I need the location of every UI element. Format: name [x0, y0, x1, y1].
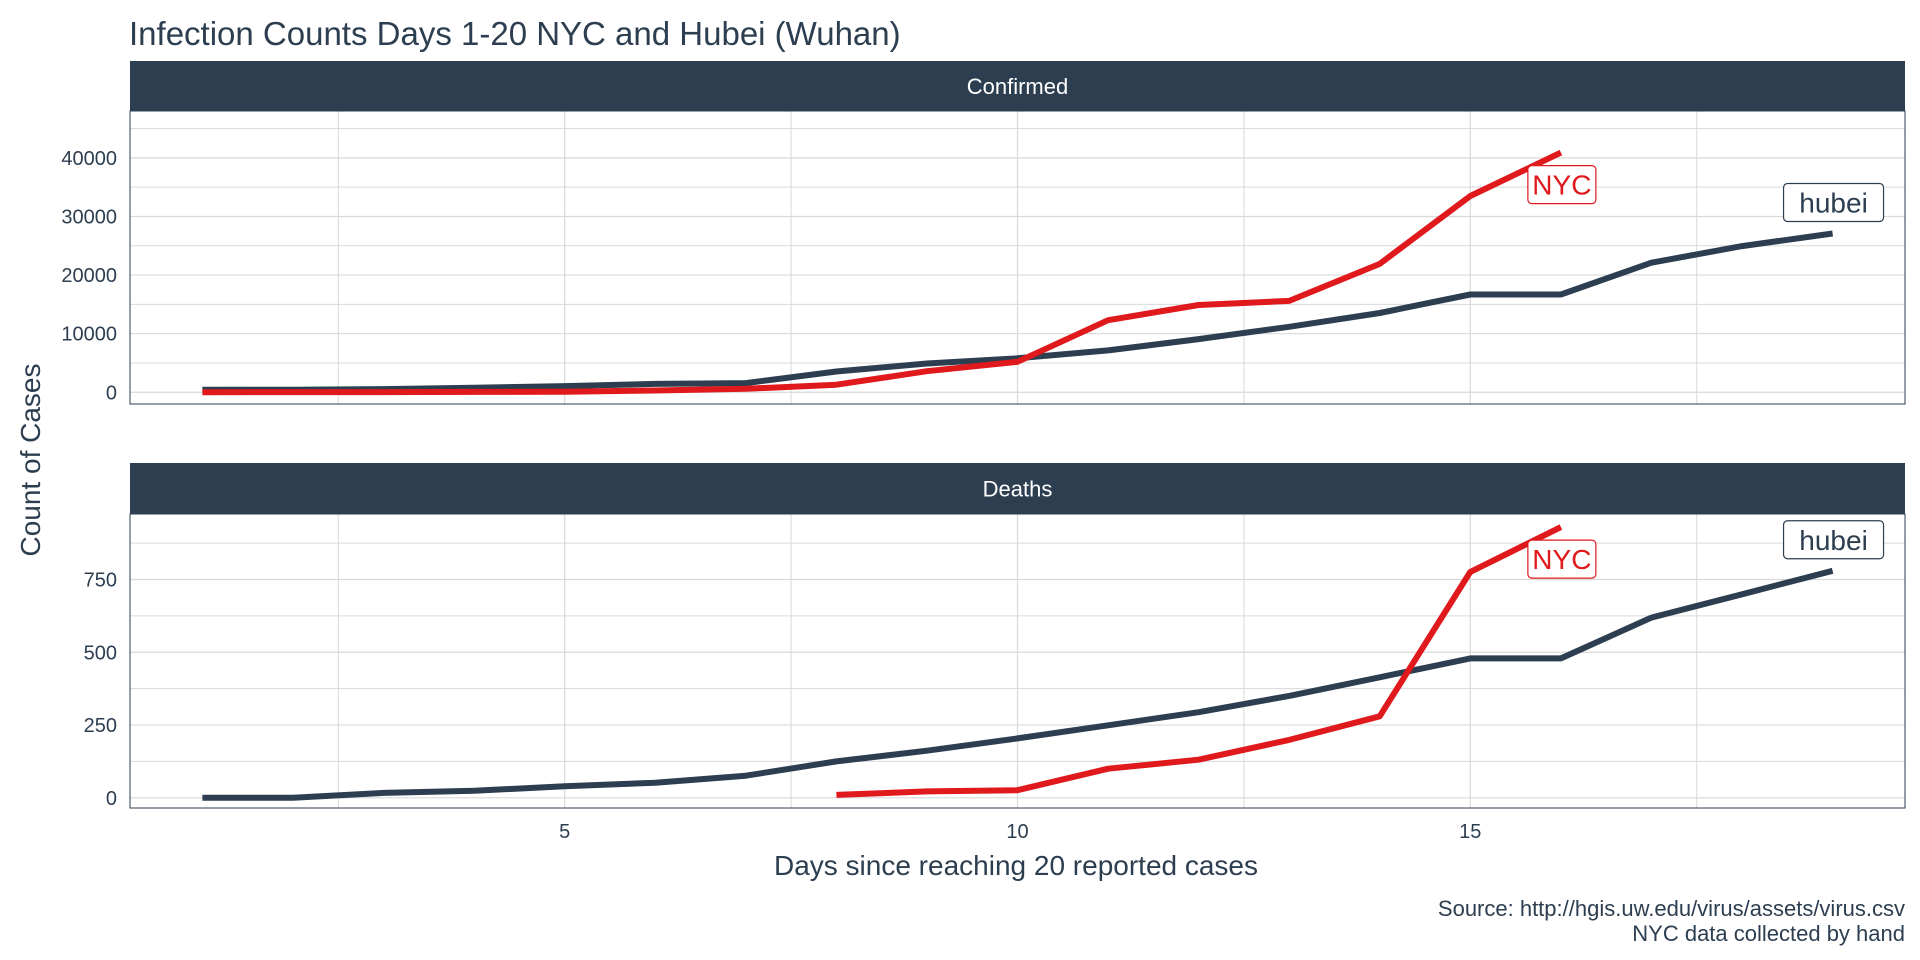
end-label-nyc: NYC [1532, 170, 1591, 201]
y-tick-label: 250 [84, 715, 117, 737]
caption-source: Source: http://hgis.uw.edu/virus/assets/… [1438, 896, 1905, 921]
end-label-box-nyc [1527, 539, 1597, 579]
end-label-box-hubei [1782, 182, 1885, 223]
end-label-hubei: hubei [1799, 187, 1868, 218]
x-tick-label: 10 [1006, 821, 1028, 843]
end-label-box-hubei [1782, 520, 1885, 560]
x-tick-label: 15 [1459, 821, 1481, 843]
panel-border [129, 513, 1906, 809]
y-tick-label: 0 [106, 382, 117, 404]
end-label-hubei: hubei [1799, 525, 1868, 556]
panel-border [129, 110, 1906, 405]
x-axis-label: Days since reaching 20 reported cases [774, 850, 1258, 881]
y-tick-label: 40000 [61, 148, 117, 170]
panel-deaths: Deaths 0 250 500 750 hubei NYC [84, 463, 1906, 810]
chart-title: Infection Counts Days 1-20 NYC and Hubei… [129, 15, 901, 52]
y-tick-label: 20000 [61, 265, 117, 287]
end-label-nyc: NYC [1532, 544, 1591, 575]
y-tick-label: 750 [84, 569, 117, 591]
panels-layer: Confirmed010000200003000040000hubeiNYCDe… [61, 61, 1906, 843]
strip-deaths [130, 463, 1905, 514]
y-tick-label: 10000 [61, 324, 117, 346]
y-tick-label: 30000 [61, 206, 117, 228]
series-line-nyc [202, 149, 1563, 396]
caption-note: NYC data collected by hand [1632, 921, 1905, 946]
series-line-nyc [836, 524, 1563, 798]
strip-label-deaths: Deaths [983, 477, 1053, 502]
x-tick-label: 5 [559, 821, 570, 843]
end-label-box-nyc [1527, 165, 1597, 205]
panel-confirmed: Confirmed 0 10000 20000 30000 40000 hubei NYC [61, 61, 1906, 405]
strip-confirmed [130, 61, 1905, 111]
strip-label-confirmed: Confirmed [967, 74, 1068, 99]
y-axis-label: Count of Cases [15, 364, 46, 557]
y-tick-label: 0 [106, 788, 117, 810]
y-tick-label: 500 [84, 642, 117, 664]
series-line-hubei [202, 567, 1834, 801]
series-line-hubei [202, 230, 1834, 393]
